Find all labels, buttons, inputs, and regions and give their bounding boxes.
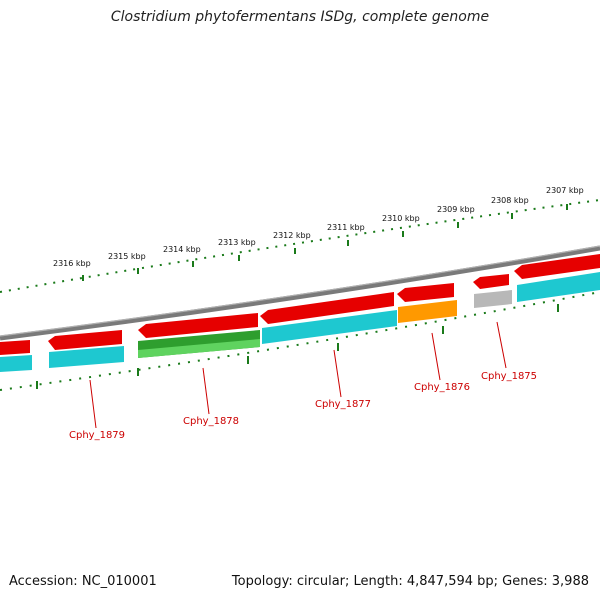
leader-line	[202, 367, 210, 415]
gene-arrow	[0, 340, 30, 355]
inner-major-ticks	[36, 304, 559, 389]
reverse-strand-genes	[0, 272, 600, 372]
leader-line	[431, 332, 441, 381]
gene-arrow	[397, 283, 454, 302]
tick-label: 2314 kbp	[163, 245, 201, 254]
outer-tick-ring	[0, 199, 600, 293]
accession-text: Accession: NC_010001	[9, 574, 157, 589]
tick-label: 2308 kbp	[491, 196, 529, 205]
gene-label[interactable]: Cphy_1877	[315, 399, 371, 410]
gene-label[interactable]: Cphy_1878	[183, 416, 239, 427]
tick-label: 2316 kbp	[53, 259, 91, 268]
gene-labels: Cphy_1879 Cphy_1878 Cphy_1877 Cphy_1876 …	[69, 321, 537, 441]
leader-line	[496, 321, 507, 369]
tick-label: 2307 kbp	[546, 186, 584, 195]
gene-label[interactable]: Cphy_1879	[69, 430, 125, 441]
gene-arrow	[0, 355, 32, 372]
leader-line	[89, 379, 97, 429]
tick-label: 2313 kbp	[218, 238, 256, 247]
gene-arrow	[517, 272, 600, 302]
gene-arrow	[474, 290, 512, 308]
forward-strand-genes	[0, 254, 600, 355]
gene-arrow	[473, 274, 509, 289]
tick-label: 2311 kbp	[327, 223, 365, 232]
gene-label[interactable]: Cphy_1876	[414, 382, 470, 393]
tick-label: 2315 kbp	[108, 252, 146, 261]
gene-label[interactable]: Cphy_1875	[481, 371, 537, 382]
tick-label: 2309 kbp	[437, 205, 475, 214]
leader-line	[333, 349, 342, 398]
genome-backbone	[0, 245, 600, 341]
tick-label: 2310 kbp	[382, 214, 420, 223]
gene-arrow	[260, 292, 394, 324]
gene-arrow	[48, 330, 122, 350]
gene-arrow	[138, 313, 258, 338]
gene-arrow	[514, 254, 600, 279]
map-title: Clostridium phytofermentans ISDg, comple…	[110, 9, 490, 25]
genome-summary-text: Topology: circular; Length: 4,847,594 bp…	[231, 574, 589, 589]
gene-arrow	[262, 310, 397, 344]
scale-ticks: 2316 kbp 2315 kbp 2314 kbp 2313 kbp 2312…	[53, 186, 584, 281]
gene-arrow	[49, 346, 124, 368]
gene-arrow	[398, 300, 457, 323]
tick-label: 2312 kbp	[273, 231, 311, 240]
